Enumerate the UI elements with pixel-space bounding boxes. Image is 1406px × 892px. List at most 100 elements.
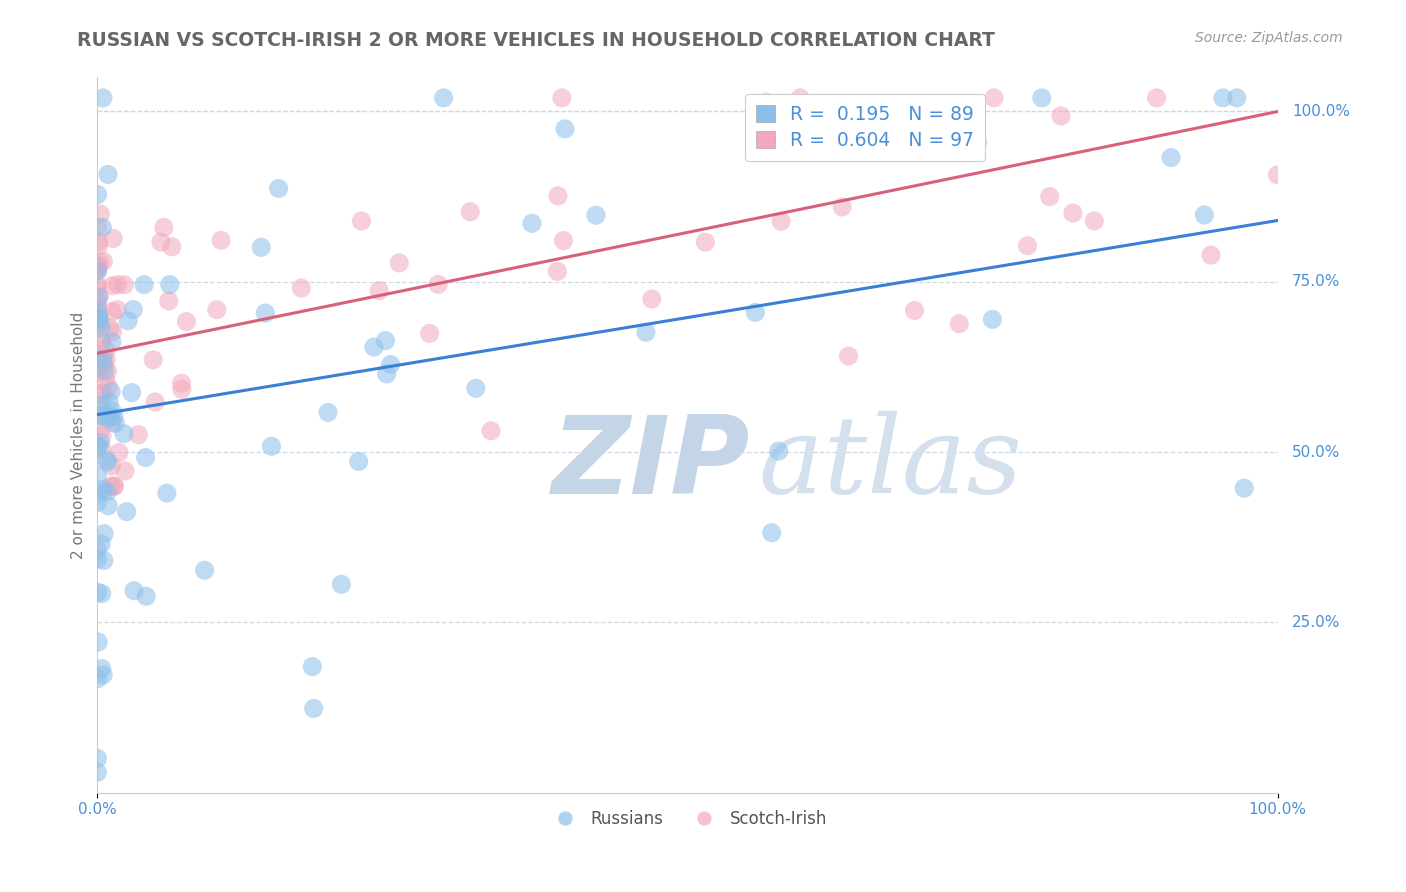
Point [86, 672, 108, 686]
Point [86, 278, 108, 293]
Point [159, 277, 181, 292]
Point [86, 311, 108, 326]
Point [122, 302, 145, 317]
Point [87, 310, 110, 325]
Point [90, 435, 112, 450]
Point [981, 312, 1004, 326]
Point [547, 189, 569, 203]
Point [302, 701, 325, 715]
Point [86, 765, 108, 780]
Point [267, 181, 290, 195]
Point [96, 352, 118, 367]
Point [368, 284, 391, 298]
Point [104, 417, 127, 431]
Point [90, 388, 112, 402]
Point [1199, 248, 1222, 262]
Point [114, 464, 136, 478]
Point [983, 91, 1005, 105]
Point [98, 410, 121, 425]
Point [93, 363, 115, 377]
Point [350, 214, 373, 228]
Point [464, 381, 486, 395]
Point [316, 405, 339, 419]
Point [903, 303, 925, 318]
Point [90, 334, 112, 348]
Point [101, 416, 124, 430]
Point [554, 122, 576, 136]
Point [86, 259, 108, 273]
Point [347, 454, 370, 468]
Point [98, 321, 121, 335]
Point [432, 91, 454, 105]
Point [93, 526, 115, 541]
Point [205, 302, 228, 317]
Point [330, 577, 353, 591]
Point [101, 325, 124, 339]
Point [93, 254, 115, 268]
Point [86, 440, 108, 454]
Point [250, 240, 273, 254]
Point [551, 91, 574, 105]
Point [86, 486, 108, 500]
Point [1267, 168, 1289, 182]
Point [100, 384, 122, 399]
Point [142, 352, 165, 367]
Point [96, 484, 118, 499]
Point [761, 525, 783, 540]
Point [966, 135, 988, 149]
Point [86, 353, 108, 368]
Point [100, 459, 122, 474]
Point [90, 429, 112, 443]
Point [479, 424, 502, 438]
Point [756, 103, 779, 118]
Point [170, 382, 193, 396]
Point [838, 349, 860, 363]
Point [86, 280, 108, 294]
Text: atlas: atlas [551, 411, 1022, 516]
Text: 75.0%: 75.0% [1292, 274, 1340, 289]
Point [695, 235, 717, 250]
Point [94, 411, 117, 425]
Point [96, 453, 118, 467]
Point [96, 364, 118, 378]
Point [87, 439, 110, 453]
Point [585, 208, 607, 222]
Point [93, 553, 115, 567]
Point [86, 301, 108, 316]
Point [89, 423, 111, 437]
Point [744, 305, 766, 319]
Point [107, 277, 129, 292]
Point [97, 168, 120, 182]
Point [160, 240, 183, 254]
Point [86, 552, 108, 566]
Point [520, 216, 543, 230]
Point [86, 366, 108, 380]
Point [1146, 91, 1168, 105]
Point [90, 398, 112, 412]
Point [91, 220, 114, 235]
Point [90, 321, 112, 335]
Point [135, 450, 157, 465]
Point [458, 204, 481, 219]
Point [1233, 481, 1256, 495]
Point [90, 586, 112, 600]
Point [301, 659, 323, 673]
Point [97, 380, 120, 394]
Point [101, 278, 124, 293]
Point [101, 334, 124, 349]
Point [86, 315, 108, 329]
Point [103, 409, 125, 424]
Point [641, 292, 664, 306]
Point [105, 302, 128, 317]
Point [87, 235, 110, 249]
Point [103, 479, 125, 493]
Point [86, 262, 108, 277]
Point [108, 445, 131, 459]
Point [143, 395, 166, 409]
Point [96, 343, 118, 357]
Text: Source: ZipAtlas.com: Source: ZipAtlas.com [1195, 31, 1343, 45]
Point [789, 91, 811, 105]
Point [90, 537, 112, 551]
Point [86, 264, 108, 278]
Point [176, 315, 198, 329]
